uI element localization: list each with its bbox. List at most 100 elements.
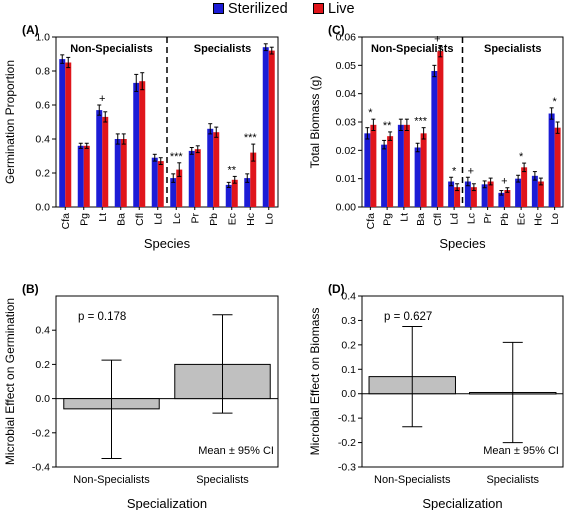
panel-d: (D) -0.3 -0.2 -0.1 0.0 0.1 0.2 0.3 0.4 Microbial …: [308, 282, 564, 510]
significance-marker: +: [501, 176, 507, 188]
x-tick-label: Non-Specialists: [73, 474, 150, 486]
x-tick-label: Ba: [415, 213, 427, 226]
x-tick-label: Lo: [263, 213, 275, 225]
bar-live: [454, 187, 461, 207]
bar-sterilized: [448, 181, 455, 207]
y-axis-label: Germination Proportion: [3, 60, 17, 184]
y-tick-label: 0.06: [336, 32, 357, 44]
y-tick-label: 1.0: [35, 32, 50, 44]
y-tick-label: -0.3: [338, 462, 356, 474]
legend-swatch-live: [313, 3, 324, 14]
bar-sterilized: [548, 113, 555, 207]
group-label: Non-Specialists: [371, 43, 454, 55]
legend-swatch-sterilized: [213, 3, 224, 14]
y-tick-label: 0.2: [341, 339, 356, 351]
bar-live: [102, 116, 109, 207]
y-tick-label: 0.1: [341, 364, 356, 376]
bar-sterilized: [262, 47, 269, 208]
group-label: Non-Specialists: [70, 43, 153, 55]
x-tick-label: Lc: [465, 213, 477, 224]
bar-sterilized: [114, 139, 121, 207]
y-axis-label: Total Biomass (g): [308, 76, 322, 169]
x-tick-label: Lc: [171, 213, 183, 224]
bar-live: [487, 181, 494, 207]
y-tick-label: 0.05: [336, 60, 357, 72]
bar-live: [194, 149, 201, 207]
y-axis-label: Microbial Effect on Biomass: [308, 308, 322, 456]
x-tick-label: Cfa: [365, 213, 377, 230]
ci-note: Mean ± 95% CI: [198, 445, 274, 457]
plot-frame: [55, 295, 279, 468]
x-tick-label: Cfl: [432, 213, 444, 226]
x-tick-label: Lt: [398, 213, 410, 222]
x-tick-label: Pg: [382, 213, 394, 226]
y-tick-label: 0.00: [336, 202, 357, 214]
y-tick-label: -0.4: [32, 462, 50, 474]
bar-sterilized: [414, 147, 421, 207]
x-tick-label: Cfa: [60, 213, 72, 230]
bar-live: [250, 152, 257, 207]
y-tick-label: -0.2: [338, 437, 356, 449]
x-tick-label: Pb: [208, 213, 220, 226]
bar-sterilized: [498, 192, 505, 207]
bar-live: [268, 50, 275, 207]
x-axis-label: Specialization: [127, 496, 207, 510]
x-tick-label: Lo: [549, 213, 561, 225]
bar-live: [370, 124, 377, 207]
bar-live: [213, 132, 220, 207]
bar-live: [470, 187, 477, 207]
significance-marker: +: [99, 93, 105, 105]
bar-live: [420, 133, 427, 207]
x-tick-label: Ec: [226, 213, 238, 225]
bar-live: [120, 139, 127, 207]
bar-sterilized: [515, 178, 522, 207]
ci-note: Mean ± 95% CI: [483, 445, 559, 457]
group-label: Specialists: [484, 43, 541, 55]
y-tick-label: 0.2: [35, 168, 50, 180]
y-tick-label: 0.01: [336, 173, 357, 185]
bar-sterilized: [531, 175, 538, 207]
y-tick-label: -0.1: [338, 413, 356, 425]
plot-frame: [361, 295, 564, 468]
panel-label: (D): [328, 282, 345, 296]
p-value-text: p = 0.627: [384, 311, 432, 323]
x-tick-label: Ld: [449, 213, 461, 225]
group-label: Specialists: [194, 43, 251, 55]
bar-live: [157, 161, 164, 207]
x-tick-label: Ld: [152, 213, 164, 225]
significance-marker: ***: [170, 151, 184, 163]
x-tick-label: Specialists: [486, 474, 539, 486]
x-axis-label: Specialization: [422, 496, 502, 510]
y-tick-label: 0.0: [35, 393, 50, 405]
bar-live: [65, 62, 72, 207]
bar-sterilized: [77, 145, 84, 207]
bar-sterilized: [96, 110, 103, 207]
x-tick-label: Hc: [245, 213, 257, 226]
bar-sterilized: [431, 71, 438, 207]
x-axis-label: Species: [144, 236, 191, 251]
bar-live: [231, 179, 238, 207]
panel-b: (B) -0.4 -0.2 0.0 0.2 0.4 Microbial Effect on …: [3, 282, 279, 510]
bar-live: [554, 127, 561, 207]
x-tick-label: Pb: [499, 213, 511, 226]
x-tick-label: Ba: [115, 213, 127, 226]
x-tick-label: Hc: [532, 213, 544, 226]
legend: Sterilized Live: [0, 1, 570, 19]
x-tick-label: Pr: [482, 212, 494, 223]
bar-live: [176, 169, 183, 207]
y-tick-label: 0.0: [35, 202, 50, 214]
bar-sterilized: [59, 59, 66, 207]
y-tick-label: 0.3: [341, 315, 356, 327]
bar-sterilized: [464, 181, 471, 207]
bar-sterilized: [225, 184, 232, 207]
x-tick-label: Specialists: [196, 474, 249, 486]
y-tick-label: -0.2: [32, 427, 50, 439]
significance-marker: *: [519, 151, 524, 163]
bar-sterilized: [244, 178, 251, 207]
bar-live: [83, 145, 90, 207]
significance-marker: ***: [244, 132, 258, 144]
y-tick-label: 0.02: [336, 145, 357, 157]
bar-sterilized: [397, 124, 404, 207]
p-value-text: p = 0.178: [78, 311, 126, 323]
y-axis-label: Microbial Effect on Germination: [3, 298, 17, 465]
